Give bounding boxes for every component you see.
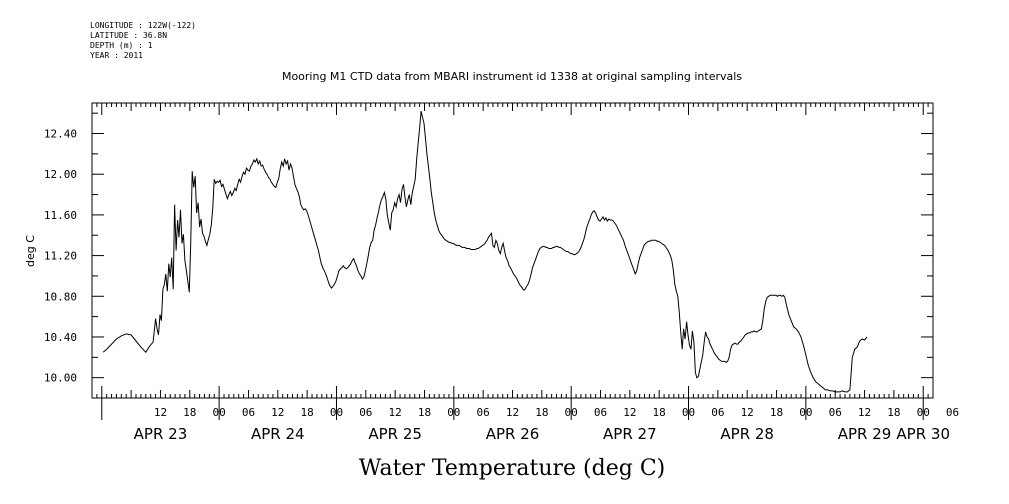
x-hour-label: 12: [858, 406, 871, 419]
temperature-series-line: [102, 110, 868, 393]
x-hour-label: 06: [477, 406, 490, 419]
x-date-label: APR 29: [838, 425, 892, 443]
x-hour-label: 06: [594, 406, 607, 419]
x-hour-label: 12: [623, 406, 636, 419]
x-date-label: APR 26: [486, 425, 540, 443]
longitude-label: LONGITUDE : 122W(-122): [90, 21, 196, 30]
x-hour-label: 06: [242, 406, 255, 419]
x-hour-label: 06: [711, 406, 724, 419]
latitude-label: LATITUDE : 36.8N: [90, 31, 168, 40]
x-hour-label: 00: [447, 406, 460, 419]
x-date-label: APR 25: [368, 425, 422, 443]
x-date-label: APR 30: [896, 425, 950, 443]
x-axis-label: Water Temperature (deg C): [359, 456, 666, 481]
x-hour-label: 00: [213, 406, 226, 419]
y-tick-label: 12.40: [44, 128, 77, 141]
x-hour-label: 00: [565, 406, 578, 419]
x-hour-label: 12: [271, 406, 284, 419]
x-hour-label: 18: [535, 406, 548, 419]
depth-label: DEPTH (m) : 1: [90, 41, 153, 50]
x-date-label: APR 24: [251, 425, 305, 443]
y-tick-label: 12.00: [44, 168, 77, 181]
x-hour-label: 06: [359, 406, 372, 419]
x-hour-label: 18: [301, 406, 314, 419]
plot-frame: [91, 102, 934, 399]
x-date-label: APR 23: [134, 425, 188, 443]
x-axis: 12 18 00 06 12 18 00 06 12 18 00 06 12 18 00 06 12 18 00 06…: [91, 103, 959, 443]
y-tick-label: 11.60: [44, 209, 77, 222]
y-axis-label: deg C: [24, 235, 37, 267]
x-hour-label: 00: [682, 406, 695, 419]
y-axis: 10.00 10.40 10.80 11.20 11.60 12.00 12.40: [44, 112, 933, 399]
x-hour-label: 18: [183, 406, 196, 419]
x-hour-label: 12: [741, 406, 754, 419]
x-hour-label: 18: [418, 406, 431, 419]
x-date-label: APR 27: [603, 425, 657, 443]
y-tick-label: 10.80: [44, 290, 77, 303]
x-hour-label: 12: [506, 406, 519, 419]
y-tick-label: 10.40: [44, 331, 77, 344]
x-hour-label: 00: [917, 406, 930, 419]
x-hour-label: 18: [653, 406, 666, 419]
x-hour-label: 12: [154, 406, 167, 419]
x-hour-label: 06: [829, 406, 842, 419]
x-hour-label: 18: [770, 406, 783, 419]
x-hour-label: 12: [389, 406, 402, 419]
year-label: YEAR : 2011: [90, 51, 143, 60]
y-tick-label: 10.00: [44, 372, 77, 385]
series-layer: [102, 110, 868, 393]
mooring-metadata: LONGITUDE : 122W(-122) LATITUDE : 36.8N …: [90, 21, 196, 61]
chart-title: Mooring M1 CTD data from MBARI instrumen…: [282, 70, 742, 83]
y-tick-label: 11.20: [44, 250, 77, 263]
x-hour-label: 06: [946, 406, 959, 419]
x-date-label: APR 28: [720, 425, 774, 443]
x-hour-label: 00: [330, 406, 343, 419]
x-hour-label: 18: [887, 406, 900, 419]
x-hour-label: 00: [799, 406, 812, 419]
